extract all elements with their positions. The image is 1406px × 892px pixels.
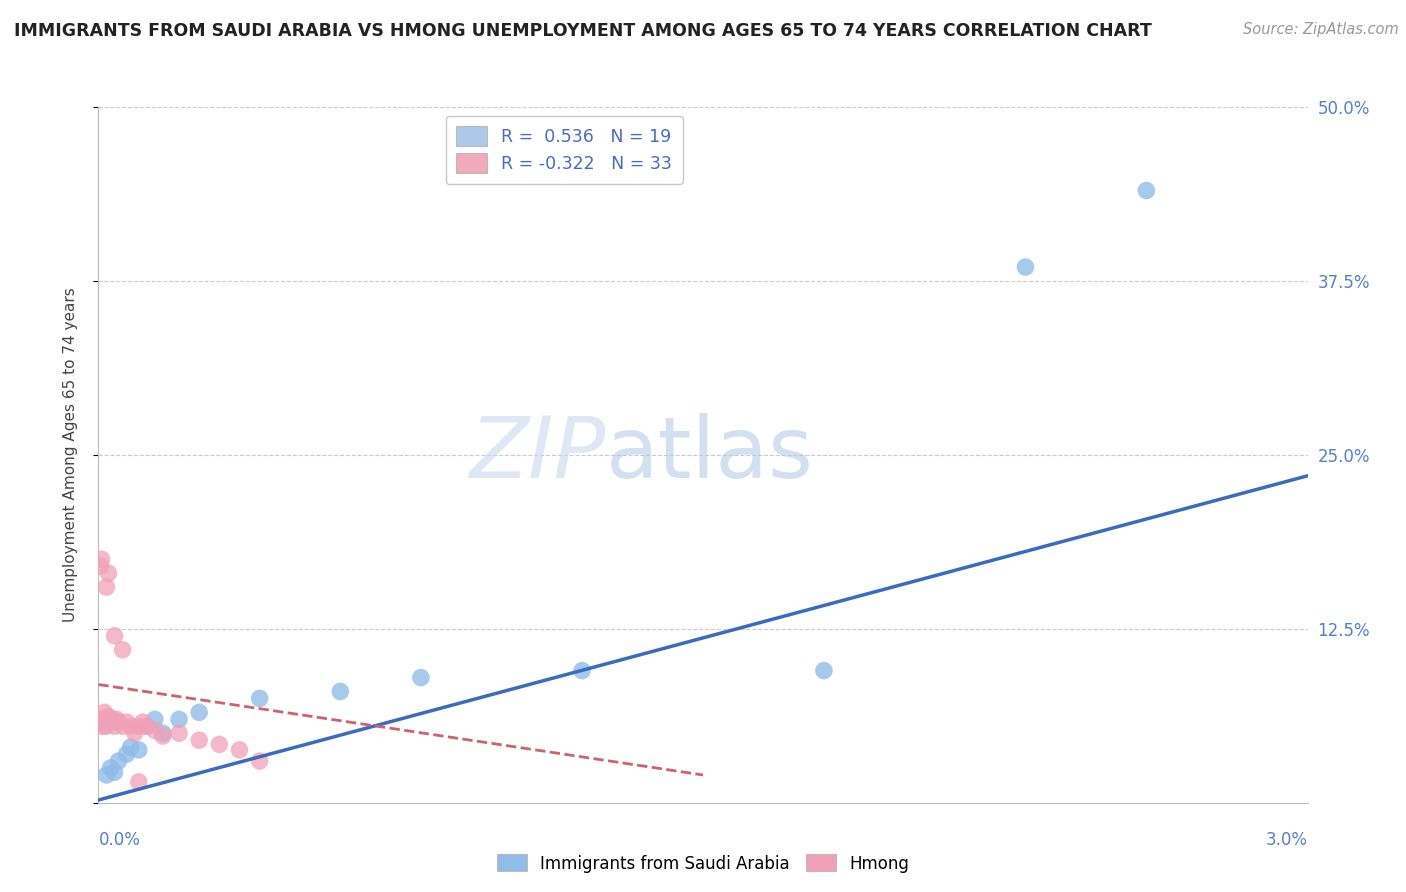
Point xyxy=(94,712,117,726)
Point xyxy=(103,629,125,643)
Point xyxy=(96,580,118,594)
Point xyxy=(228,743,250,757)
Point xyxy=(93,706,115,720)
Point xyxy=(571,664,593,678)
Point xyxy=(143,723,166,738)
Point xyxy=(135,719,157,733)
Point xyxy=(167,712,190,726)
Point xyxy=(128,743,150,757)
Point xyxy=(152,726,174,740)
Legend: Immigrants from Saudi Arabia, Hmong: Immigrants from Saudi Arabia, Hmong xyxy=(489,847,917,880)
Point xyxy=(107,754,129,768)
Point xyxy=(208,737,231,751)
Point xyxy=(97,566,120,581)
Point xyxy=(329,684,352,698)
Text: IMMIGRANTS FROM SAUDI ARABIA VS HMONG UNEMPLOYMENT AMONG AGES 65 TO 74 YEARS COR: IMMIGRANTS FROM SAUDI ARABIA VS HMONG UN… xyxy=(14,22,1152,40)
Point xyxy=(132,715,155,730)
Point xyxy=(813,664,835,678)
Y-axis label: Unemployment Among Ages 65 to 74 years: Unemployment Among Ages 65 to 74 years xyxy=(63,287,77,623)
Point xyxy=(135,719,157,733)
Point xyxy=(124,726,146,740)
Point xyxy=(128,719,150,733)
Point xyxy=(100,715,122,730)
Point xyxy=(128,775,150,789)
Point xyxy=(103,765,125,780)
Point xyxy=(100,761,122,775)
Point xyxy=(115,715,138,730)
Point xyxy=(105,712,128,726)
Point xyxy=(103,719,125,733)
Text: ZIP: ZIP xyxy=(470,413,606,497)
Point xyxy=(152,729,174,743)
Point xyxy=(188,733,211,747)
Point xyxy=(90,552,112,566)
Point xyxy=(120,740,142,755)
Point xyxy=(111,719,134,733)
Legend: R =  0.536   N = 19, R = -0.322   N = 33: R = 0.536 N = 19, R = -0.322 N = 33 xyxy=(446,116,682,184)
Point xyxy=(101,712,124,726)
Point xyxy=(249,691,271,706)
Text: 3.0%: 3.0% xyxy=(1265,830,1308,848)
Point xyxy=(107,715,129,730)
Point xyxy=(167,726,190,740)
Text: 0.0%: 0.0% xyxy=(98,830,141,848)
Text: Source: ZipAtlas.com: Source: ZipAtlas.com xyxy=(1243,22,1399,37)
Point xyxy=(91,719,114,733)
Point xyxy=(409,671,432,685)
Point xyxy=(91,715,114,730)
Point xyxy=(90,712,112,726)
Point xyxy=(1135,184,1157,198)
Point xyxy=(1014,260,1036,274)
Point xyxy=(96,768,118,782)
Point xyxy=(120,719,142,733)
Point xyxy=(115,747,138,761)
Point xyxy=(188,706,211,720)
Point xyxy=(96,719,118,733)
Point xyxy=(89,559,111,574)
Point xyxy=(143,712,166,726)
Point xyxy=(97,709,120,723)
Point xyxy=(111,642,134,657)
Text: atlas: atlas xyxy=(606,413,814,497)
Point xyxy=(249,754,271,768)
